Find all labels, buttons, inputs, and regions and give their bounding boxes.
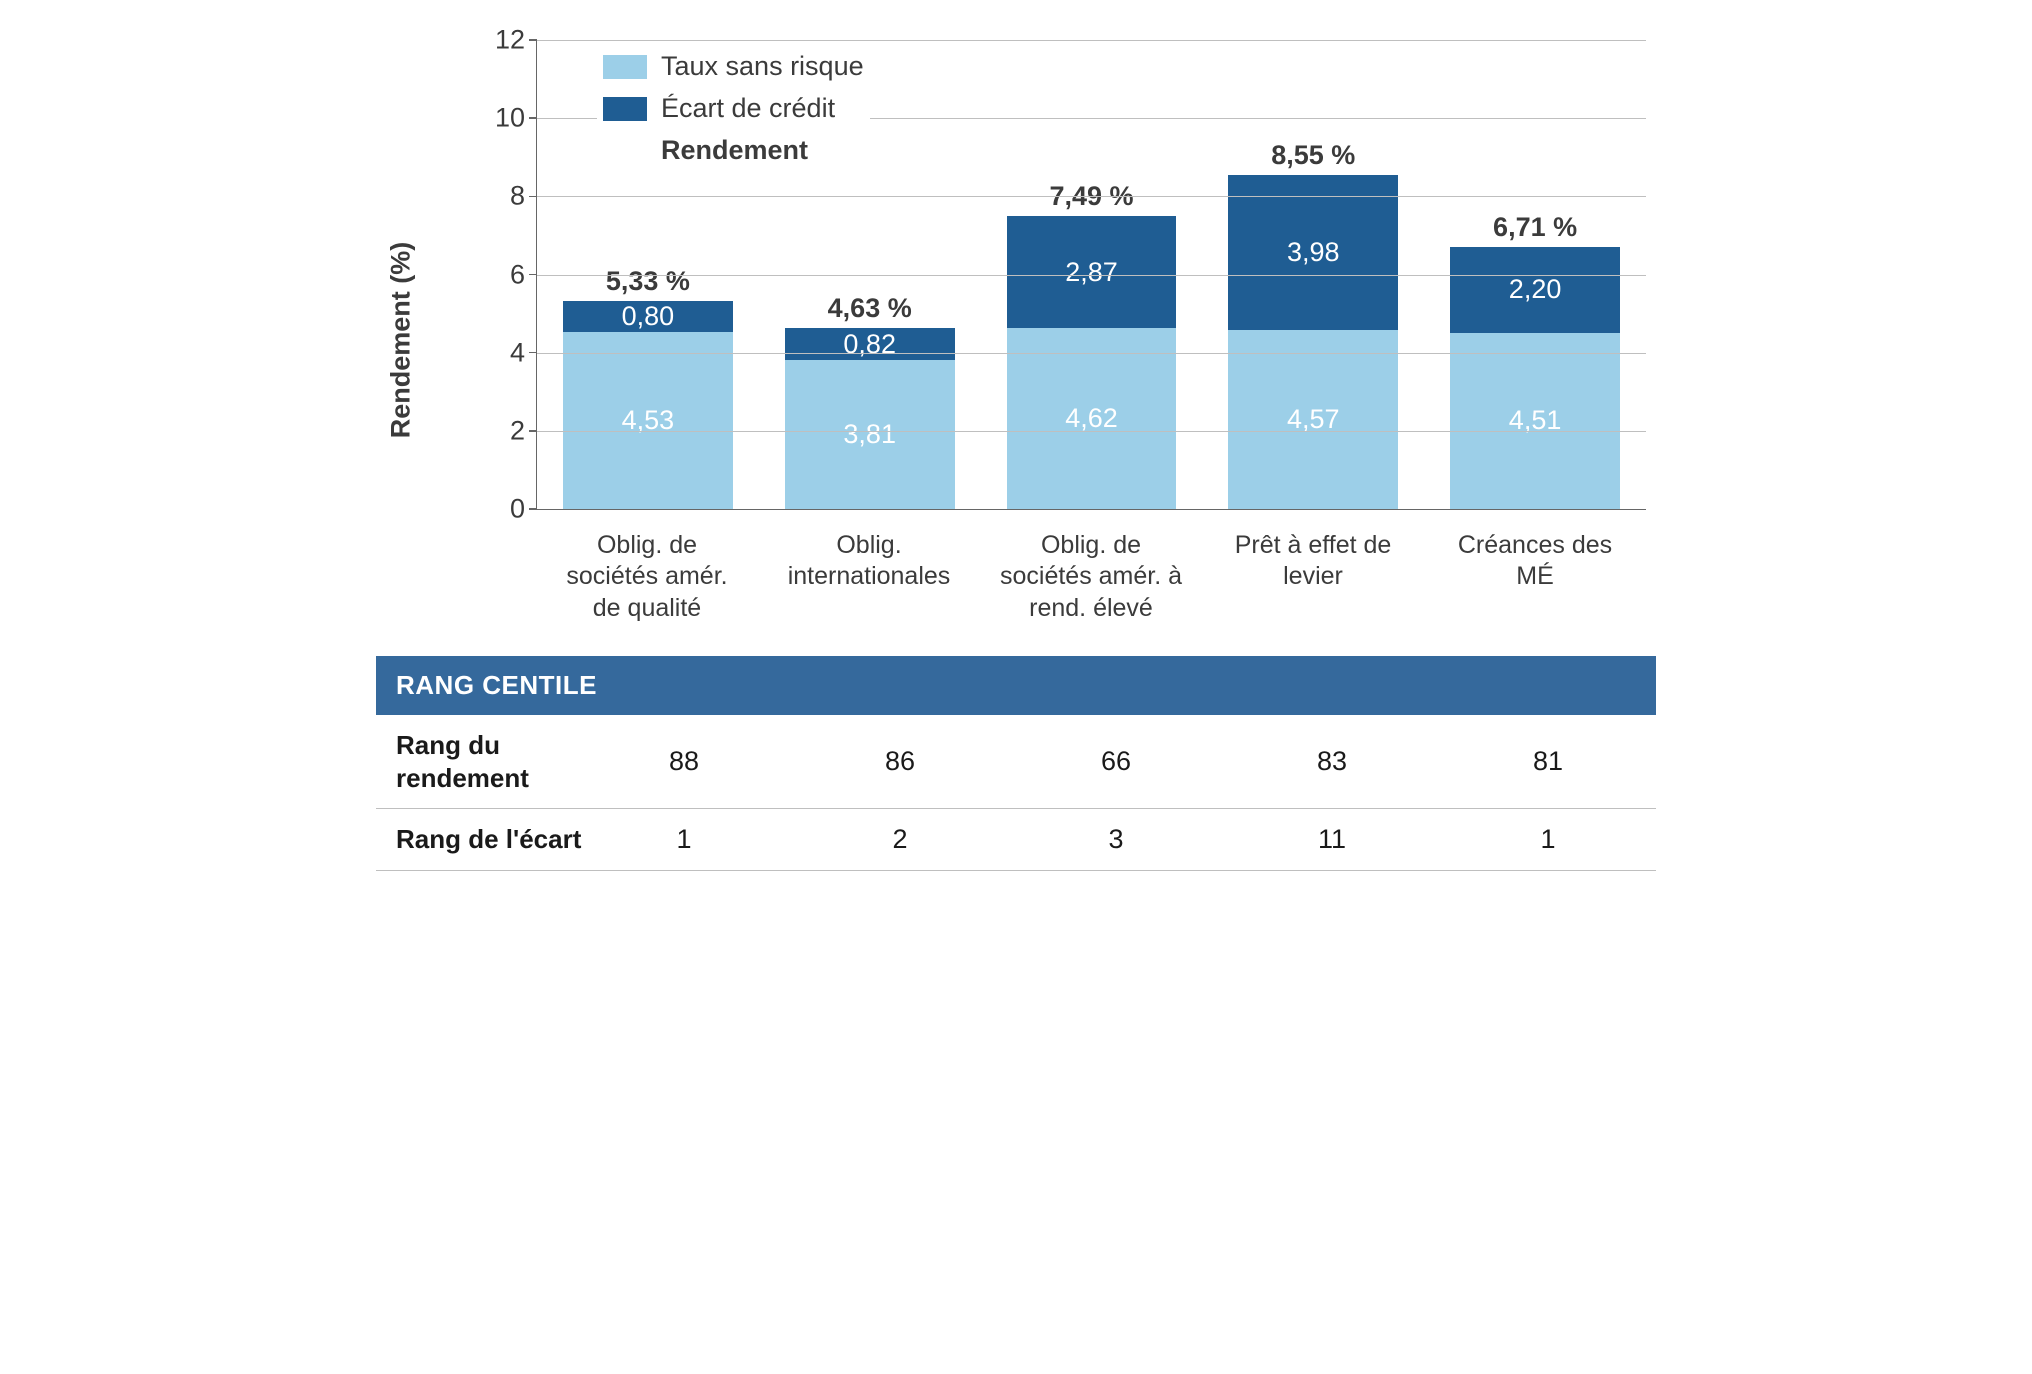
bar-segment-risk-free: 4,57: [1228, 330, 1398, 509]
table-cell: 1: [592, 824, 776, 855]
bar-segment-risk-free: 3,81: [785, 360, 955, 509]
legend-label-spread: Écart de crédit: [661, 88, 835, 130]
x-axis-labels: Oblig. de sociétés amér. de qualité Oblig…: [536, 522, 1646, 624]
bar-total-label: 5,33 %: [606, 266, 690, 301]
table-body: Rang du rendement88 86 66 83 81 Rang de l'éca…: [376, 715, 1656, 871]
y-tick-mark: [529, 196, 537, 198]
table-header-label: RANG CENTILE: [396, 670, 597, 700]
legend-swatch-risk-free: [603, 55, 647, 79]
x-axis-category-label: Prêt à effet de levier: [1219, 522, 1408, 624]
bar-segment-spread: 0,80: [563, 301, 733, 332]
table-cell: 3: [1024, 824, 1208, 855]
table-cell: 86: [808, 746, 992, 777]
table-row: Rang du rendement88 86 66 83 81: [376, 715, 1656, 809]
gridline: [537, 275, 1646, 276]
y-tick-mark: [529, 39, 537, 41]
gridline: [537, 196, 1646, 197]
figure-container: Rendement (%) Taux sans risque Écart de …: [376, 30, 1656, 871]
bar-total-label: 8,55 %: [1271, 140, 1355, 175]
bar-segment-spread: 2,20: [1450, 247, 1620, 333]
x-axis-category-label: Oblig. internationales: [775, 522, 964, 624]
table-cell: 88: [592, 746, 776, 777]
table-row-label: Rang du rendement: [396, 729, 606, 794]
x-axis-category-label: Oblig. de sociétés amér. de qualité: [553, 522, 742, 624]
table-cell: 11: [1240, 824, 1424, 855]
gridline: [537, 431, 1646, 432]
table-cell: 2: [808, 824, 992, 855]
legend-label-risk-free: Taux sans risque: [661, 46, 864, 88]
table-cell: 66: [1024, 746, 1208, 777]
y-axis-label: Rendement (%): [386, 242, 417, 439]
bar-stack: 3,810,824,63 %: [785, 328, 955, 509]
bar-segment-risk-free: 4,53: [563, 332, 733, 509]
table-cell: 83: [1240, 746, 1424, 777]
bar-stack: 4,573,988,55 %: [1228, 175, 1398, 509]
legend-item-risk-free: Taux sans risque: [603, 46, 864, 88]
legend: Taux sans risque Écart de crédit Rendeme…: [597, 42, 870, 176]
bar-total-label: 6,71 %: [1493, 212, 1577, 247]
table-row-label: Rang de l'écart: [396, 823, 606, 856]
table-cell: 1: [1456, 824, 1640, 855]
bar-total-label: 4,63 %: [828, 293, 912, 328]
gridline: [537, 353, 1646, 354]
x-axis-category-label: Oblig. de sociétés amér. à rend. élevé: [997, 522, 1186, 624]
bar-stack: 4,530,805,33 %: [563, 301, 733, 509]
y-tick-mark: [529, 430, 537, 432]
legend-total-label: Rendement: [603, 130, 864, 172]
y-tick-mark: [529, 352, 537, 354]
table-row: Rang de l'écart123111: [376, 809, 1656, 871]
y-tick-mark: [529, 508, 537, 510]
bar-total-label: 7,49 %: [1049, 181, 1133, 216]
legend-swatch-spread: [603, 97, 647, 121]
chart-area: Rendement (%) Taux sans risque Écart de …: [496, 30, 1646, 650]
bar-segment-spread: 2,87: [1007, 216, 1177, 328]
legend-item-spread: Écart de crédit: [603, 88, 864, 130]
y-tick-mark: [529, 274, 537, 276]
y-tick-mark: [529, 117, 537, 119]
table-row-cells: 88 86 66 83 81: [576, 746, 1656, 777]
bar-segment-risk-free: 4,51: [1450, 333, 1620, 509]
bar-segment-spread: 0,82: [785, 328, 955, 360]
bar-stack: 4,512,206,71 %: [1450, 247, 1620, 509]
bar-segment-spread: 3,98: [1228, 175, 1398, 331]
gridline: [537, 40, 1646, 41]
bar-stack: 4,622,877,49 %: [1007, 216, 1177, 509]
table-header: RANG CENTILE: [376, 656, 1656, 715]
table-row-cells: 123111: [576, 824, 1656, 855]
plot-region: Taux sans risque Écart de crédit Rendeme…: [536, 40, 1646, 510]
x-axis-category-label: Créances des MÉ: [1441, 522, 1630, 624]
table-cell: 81: [1456, 746, 1640, 777]
bar-segment-risk-free: 4,62: [1007, 328, 1177, 509]
